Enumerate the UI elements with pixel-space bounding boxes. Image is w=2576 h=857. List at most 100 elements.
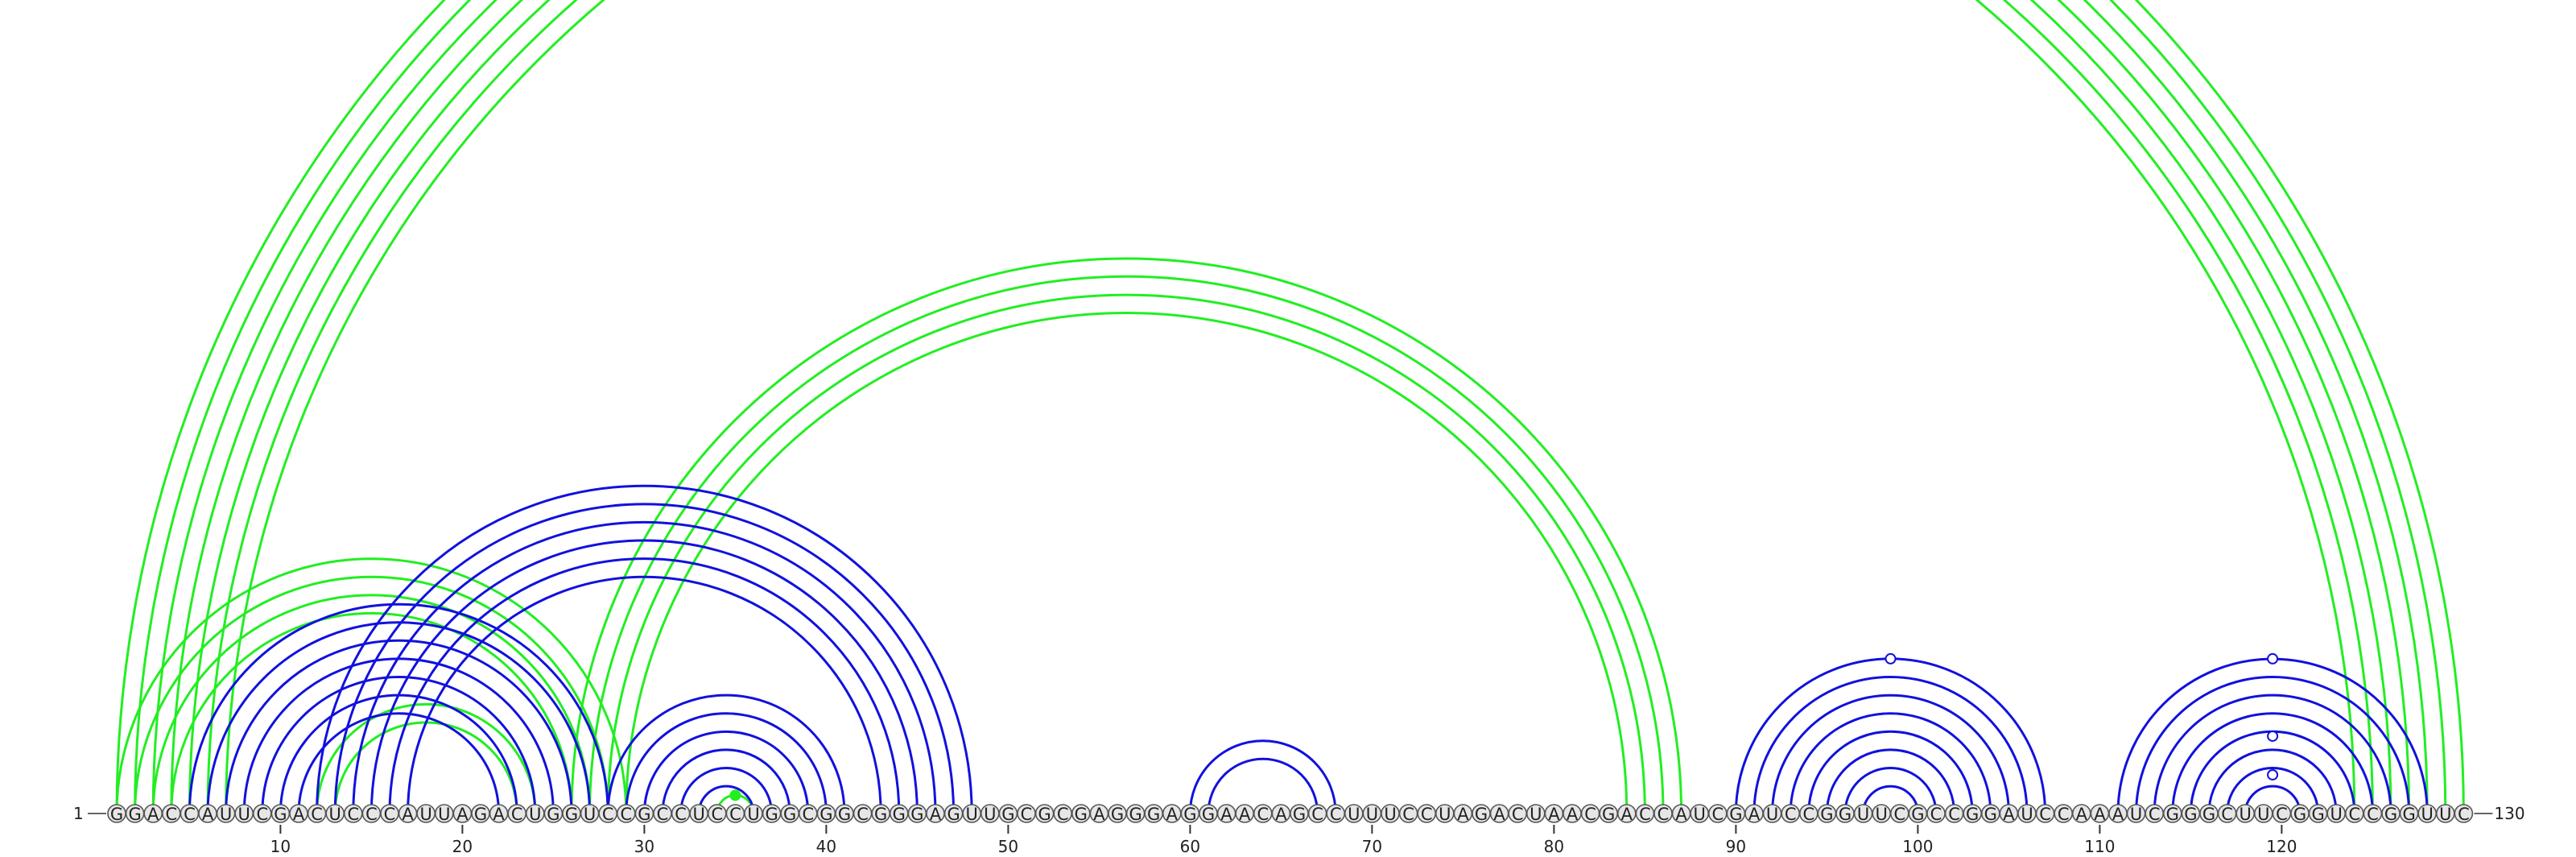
nucleotide-44: G	[890, 804, 909, 824]
nucleotide-letter: G	[1839, 805, 1852, 824]
nucleotide-25: G	[543, 804, 564, 824]
nucleotide-113: C	[2145, 804, 2164, 824]
nucleotide-50: G	[998, 804, 1018, 824]
nucleotide-102: C	[1944, 804, 1964, 824]
nucleotide-letter: G	[1129, 805, 1141, 824]
nucleotide-letter: A	[456, 805, 469, 824]
nucleotide-64: C	[1253, 804, 1273, 824]
base-pair-arc-2-28	[134, 575, 609, 814]
nucleotide-letter: A	[1457, 805, 1469, 824]
nucleotide-65: A	[1271, 804, 1291, 824]
arc-marker-circle	[2267, 730, 2279, 742]
nucleotide-letter: C	[347, 805, 359, 824]
base-pair-arc-7-26	[225, 639, 573, 814]
nucleotide-letter: C	[2458, 805, 2470, 824]
nucleotide-10: G	[270, 804, 291, 824]
nucleotide-122: G	[2308, 804, 2328, 824]
nucleotide-letter: G	[2384, 805, 2397, 824]
nucleotide-letter: U	[584, 805, 596, 824]
nucleotide-119: U	[2254, 804, 2273, 824]
nucleotide-letter: G	[1075, 805, 1088, 824]
nucleotide-34: C	[707, 804, 727, 824]
nucleotide-letter: U	[2421, 805, 2434, 824]
axis-tick-label-40: 40	[816, 837, 836, 856]
nucleotide-letter: U	[1766, 805, 1778, 824]
sequence-end-label: 130	[2494, 804, 2524, 823]
nucleotide-letter: C	[2058, 805, 2070, 824]
nucleotide-91: A	[1744, 804, 1764, 824]
nucleotide-letter: A	[2076, 805, 2088, 824]
nucleotide-17: A	[398, 804, 418, 824]
nucleotide-128: U	[2417, 804, 2437, 824]
arc-marker-circle	[2267, 768, 2279, 780]
base-pair-arc-5-28	[188, 602, 609, 814]
nucleotide-letter: U	[438, 805, 450, 824]
nucleotide-letter: A	[1621, 805, 1633, 824]
nucleotide-letter: G	[1147, 805, 1160, 824]
nucleotide-letter: C	[165, 805, 177, 824]
base-pair-arc-29-40	[625, 712, 828, 814]
nucleotide-letter: C	[602, 805, 614, 824]
base-pair-arc-112-127	[2135, 676, 2411, 814]
nucleotide-letter: U	[238, 805, 250, 824]
nucleotide-40: G	[816, 804, 836, 824]
base-pair-arc-117-122	[2226, 767, 2320, 814]
nucleotide-letter: G	[783, 805, 796, 824]
nucleotide-letter: C	[802, 805, 814, 824]
nucleotide-letter: G	[565, 805, 578, 824]
nucleotide-letter: C	[2367, 805, 2379, 824]
base-pair-arc-4-26	[170, 611, 573, 814]
arc-marker-circle	[729, 789, 741, 801]
nucleotide-13: U	[325, 804, 345, 824]
base-pair-arc-7-124	[225, 0, 2356, 814]
arc-marker-circle	[2267, 652, 2279, 664]
nucleotide-49: U	[980, 804, 1000, 824]
nucleotide-95: G	[1817, 804, 1837, 824]
nucleotide-letter: C	[1948, 805, 1960, 824]
base-pair-arc-116-123	[2207, 748, 2338, 814]
nucleotide-letter: U	[966, 805, 978, 824]
nucleotide-letter: A	[1493, 805, 1505, 824]
nucleotide-letter: A	[1675, 805, 1687, 824]
nucleotide-24: U	[525, 804, 545, 824]
axis-tick-label-100: 100	[1902, 837, 1933, 856]
nucleotide-43: G	[871, 804, 890, 824]
axis-tick-label-10: 10	[270, 837, 291, 856]
nucleotide-104: G	[1981, 804, 2000, 824]
nucleotide-75: A	[1453, 804, 1473, 824]
nucleotide-letter: U	[1694, 805, 1706, 824]
nucleotide-letter: U	[220, 805, 232, 824]
nucleotide-129: U	[2436, 804, 2455, 824]
nucleotide-58: G	[1144, 804, 1163, 824]
base-pair-arc-1-29	[115, 557, 628, 814]
nucleotide-letter: G	[893, 805, 906, 824]
nucleotide-8: U	[234, 804, 254, 824]
nucleotide-letter: G	[1475, 805, 1488, 824]
nucleotide-letter: U	[747, 805, 759, 824]
base-pair-arcs	[115, 0, 2465, 814]
nucleotide-letter: C	[2276, 805, 2288, 824]
nucleotide-36: U	[744, 804, 763, 824]
nucleotide-letter: C	[1021, 805, 1033, 824]
base-pair-arc-92-105	[1771, 693, 2010, 814]
nucleotide-letter: A	[202, 805, 214, 824]
nucleotide-38: G	[780, 804, 800, 824]
nucleotide-letter: C	[1802, 805, 1814, 824]
nucleotide-127: G	[2399, 804, 2419, 824]
nucleotide-letter: A	[1239, 805, 1251, 824]
nucleotide-letter: C	[1930, 805, 1942, 824]
nucleotide-73: C	[1417, 804, 1436, 824]
nucleotide-letter: G	[1202, 805, 1215, 824]
nucleotide-letter: U	[1439, 805, 1451, 824]
base-pair-arc-3-128	[151, 0, 2429, 814]
base-pair-arc-8-25	[242, 657, 555, 814]
nucleotide-72: C	[1398, 804, 1418, 824]
nucleotide-106: U	[2017, 804, 2037, 824]
base-pair-arc-11-22	[297, 712, 501, 814]
nucleotide-1: G	[107, 804, 126, 824]
nucleotide-letter: G	[1111, 805, 1124, 824]
nucleotide-74: U	[1435, 804, 1455, 824]
nucleotide-7: U	[216, 804, 236, 824]
